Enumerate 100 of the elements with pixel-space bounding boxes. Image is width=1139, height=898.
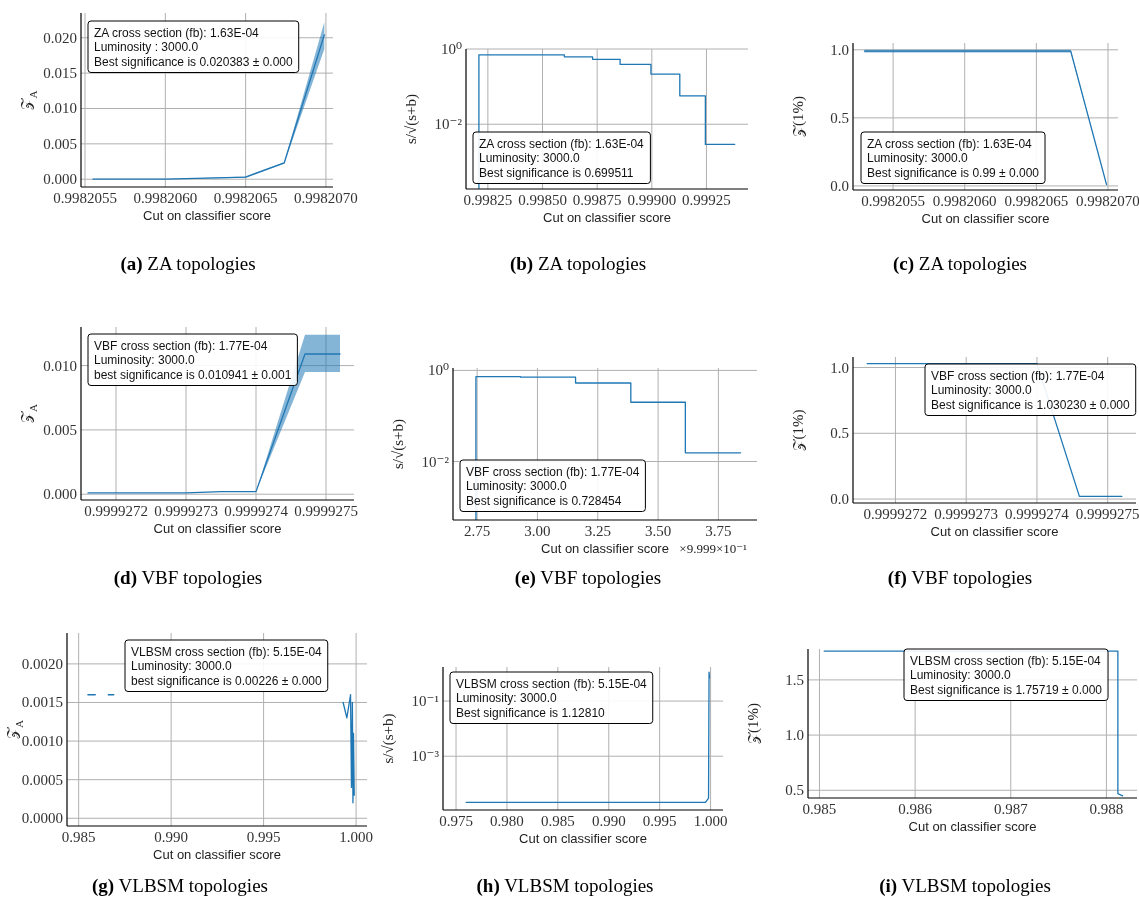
x-tick-label: 0.995 — [642, 813, 677, 829]
y-tick-label: 0.5 — [830, 109, 849, 126]
y-tick-label: 0.010 — [43, 357, 77, 374]
x-tick-label: 0.9982055 — [861, 193, 925, 209]
text: (a) ZA topologies — [120, 253, 256, 275]
x-tick-label: 0.985 — [61, 829, 96, 845]
x-tick-label: 0.987 — [993, 801, 1029, 817]
text: (i) VLBSM topologies — [879, 875, 1051, 897]
y-tick-label: 0.010 — [43, 100, 77, 117]
x-tick-label: 0.9982065 — [213, 190, 278, 206]
annotation: Best significance is 0.699511 — [479, 165, 634, 180]
y-axis-title: 𝒵(1%) — [745, 703, 762, 744]
y-axis-title: 𝒵(1%) — [790, 96, 807, 137]
annotation: Best significance is 1.12810 — [456, 705, 606, 720]
annotation: Luminosity: 3000.0 — [456, 691, 558, 705]
x-tick-label: 0.986 — [898, 801, 933, 817]
text: ×9.999×10⁻¹ — [679, 541, 748, 556]
x-tick-label: 0.9999275 — [294, 503, 358, 519]
y-tick-label: 0.5 — [830, 425, 849, 442]
x-tick-label: 0.985 — [540, 813, 575, 829]
annotation: ZA cross section (fb): 1.63E-04 — [867, 136, 1033, 151]
annotation: ZA cross section (fb): 1.63E-04 — [479, 136, 645, 151]
y-tick-label: 0.0005 — [21, 771, 63, 788]
y-tick-label: 1.5 — [785, 671, 804, 688]
x-tick-label: 0.995 — [246, 829, 281, 845]
x-tick-label: 1.000 — [339, 829, 373, 845]
x-axis-title: Cut on classifier score — [930, 524, 1059, 539]
y-tick-label: 1.0 — [785, 727, 804, 744]
x-tick-label: 0.990 — [591, 813, 626, 829]
y-tick-label: 0.000 — [43, 486, 77, 503]
text: (b) ZA topologies — [509, 253, 647, 275]
annotation: Luminosity: 3000.0 — [131, 659, 233, 673]
x-tick-label: 0.9982060 — [932, 193, 997, 209]
annotation: Luminosity: 3000.0 — [867, 151, 969, 165]
x-axis-title: Cut on classifier score — [921, 211, 1050, 226]
annotation: Best significance is 0.99 ± 0.000 — [867, 165, 1040, 180]
x-axis-title: Cut on classifier score — [541, 541, 669, 556]
y-tick-label: 0.020 — [43, 29, 77, 46]
annotation: VBF cross section (fb): 1.77E-04 — [931, 368, 1105, 383]
x-tick-label: 0.99850 — [518, 192, 567, 208]
text: (d) VBF topologies — [113, 567, 263, 589]
y-tick-label: 0.0010 — [21, 733, 63, 750]
annotation: VLBSM cross section (fb): 5.15E-04 — [910, 653, 1102, 668]
x-tick-label: 0.99900 — [627, 192, 677, 208]
y-tick-label: 0.005 — [43, 135, 77, 152]
y-axis-title: s/√(s+b) — [403, 93, 420, 145]
y-tick-label: 0.005 — [43, 421, 77, 438]
x-tick-label: 0.9999273 — [934, 506, 999, 522]
y-tick-label: 0.0015 — [21, 694, 63, 711]
annotation: Luminosity: 3000.0 — [931, 383, 1033, 397]
annotation: Luminosity: 3000.0 — [466, 479, 568, 493]
annotation: best significance is 0.00226 ± 0.000 — [131, 673, 323, 688]
annotation: Luminosity : 3000.0 — [94, 40, 199, 54]
x-tick-label: 0.9999274 — [224, 503, 289, 519]
x-tick-label: 3.75 — [705, 523, 732, 539]
annotation: VBF cross section (fb): 1.77E-04 — [466, 464, 640, 479]
y-tick-label: 10⁰ — [427, 362, 449, 379]
y-tick-label: 10⁻² — [434, 116, 463, 133]
x-axis-title: Cut on classifier score — [519, 831, 647, 846]
x-tick-label: 0.975 — [439, 813, 473, 829]
x-tick-label: 0.9999274 — [1005, 506, 1070, 522]
x-tick-label: 0.980 — [490, 813, 524, 829]
x-axis-title: Cut on classifier score — [153, 521, 282, 536]
y-axis-title: 𝒵(1%) — [790, 409, 807, 451]
x-tick-label: 2.75 — [464, 523, 491, 539]
annotation: best significance is 0.010941 ± 0.001 — [94, 367, 292, 382]
annotation: VLBSM cross section (fb): 5.15E-04 — [456, 676, 648, 691]
y-tick-label: 10⁰ — [440, 41, 462, 57]
text: (e) VBF topologies — [514, 567, 662, 589]
y-tick-label: 10⁻² — [421, 453, 450, 470]
y-tick-label: 0.0020 — [21, 655, 63, 672]
y-tick-label: 0.0 — [830, 491, 849, 508]
x-tick-label: 0.985 — [802, 801, 837, 817]
annotation: Luminosity: 3000.0 — [910, 668, 1012, 682]
x-tick-label: 3.00 — [524, 523, 551, 539]
y-tick-label: 10⁻¹ — [411, 693, 439, 710]
y-tick-label: 1.0 — [830, 41, 849, 58]
annotation: Best significance is 1.030230 ± 0.000 — [931, 397, 1131, 412]
x-tick-label: 0.990 — [154, 829, 189, 845]
x-tick-label: 0.9999273 — [154, 503, 218, 519]
text: (c) ZA topologies — [892, 253, 1028, 275]
annotation: Best significance is 0.020383 ± 0.000 — [94, 54, 294, 69]
text: (f) VBF topologies — [887, 567, 1033, 589]
x-tick-label: 0.99825 — [463, 192, 513, 208]
x-tick-label: 3.25 — [584, 523, 611, 539]
annotation: Best significance is 1.75719 ± 0.000 — [910, 682, 1103, 697]
y-tick-label: 1.0 — [830, 359, 849, 376]
x-tick-label: 0.9999272 — [84, 503, 148, 519]
annotation: VBF cross section (fb): 1.77E-04 — [94, 338, 268, 353]
y-tick-label: 10⁻³ — [411, 748, 440, 765]
y-tick-label: 0.015 — [43, 65, 77, 82]
x-axis-title: Cut on classifier score — [143, 208, 271, 223]
y-axis-title: s/√(s+b) — [380, 713, 397, 764]
x-tick-label: 0.99875 — [572, 192, 622, 208]
text: (g) VLBSM topologies — [92, 875, 268, 897]
x-tick-label: 0.9982055 — [53, 190, 117, 206]
y-tick-label: 0.0 — [830, 177, 849, 194]
x-tick-label: 0.99925 — [682, 192, 731, 208]
x-tick-label: 1.000 — [693, 813, 728, 829]
x-tick-label: 0.9982070 — [294, 190, 358, 206]
